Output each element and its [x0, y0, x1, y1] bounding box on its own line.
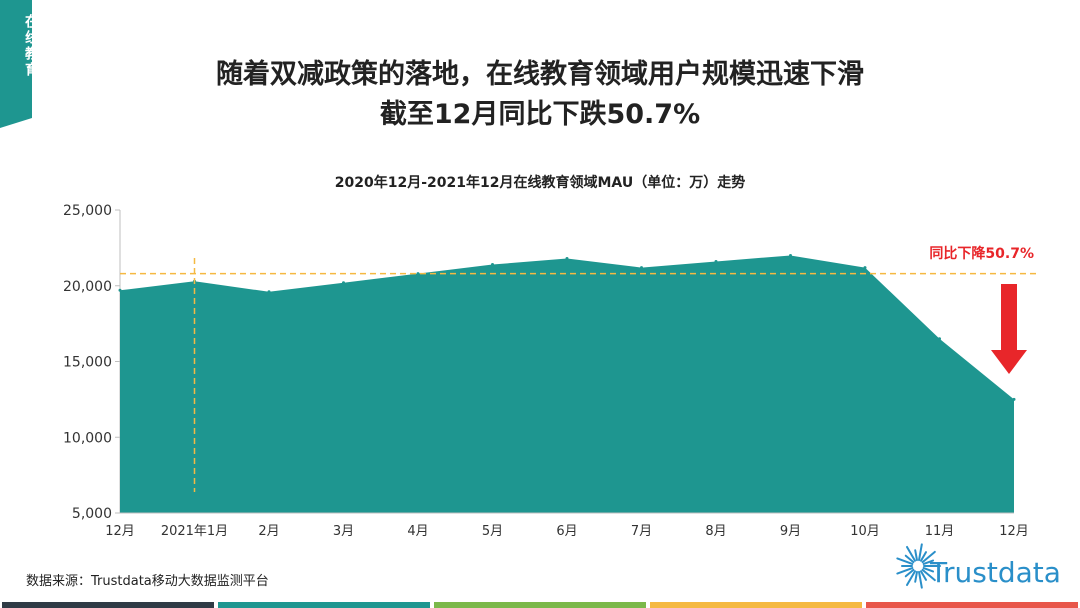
- reference-layer: [120, 258, 1040, 492]
- data-point: [416, 272, 420, 276]
- x-tick-label: 12月: [105, 524, 135, 539]
- logo-ray: [920, 570, 927, 581]
- bottom-bar-segment: [2, 602, 214, 608]
- x-tick-label: 5月: [482, 524, 503, 539]
- bottom-bar-segment: [218, 602, 430, 608]
- headline-line2: 截至12月同比下跌50.7%: [379, 99, 701, 130]
- bottom-bar-segment: [866, 602, 1078, 608]
- logo-ray: [922, 567, 935, 573]
- side-tab-label: 在线教育: [23, 14, 39, 78]
- logo-ray: [921, 568, 936, 582]
- data-source: 数据来源：Trustdata移动大数据监测平台: [26, 574, 269, 589]
- bottom-bar-segment: [434, 602, 646, 608]
- logo-ray: [918, 543, 923, 562]
- data-point: [491, 263, 494, 267]
- x-tick-label: 10月: [850, 524, 880, 539]
- trustdata-logo-text: Trustdata: [930, 556, 1061, 589]
- data-point: [789, 253, 792, 257]
- logo-ray: [906, 570, 916, 587]
- logo-ray: [921, 550, 936, 564]
- data-point: [565, 256, 569, 260]
- x-tick-label: 7月: [631, 524, 652, 539]
- bottom-bar-segment: [650, 602, 862, 608]
- data-point: [1012, 397, 1016, 401]
- logo-ray: [904, 554, 915, 564]
- logo-ray: [896, 557, 914, 565]
- x-tick-label: 2021年1月: [161, 524, 228, 539]
- x-tick-label: 11月: [925, 524, 955, 539]
- logo-ray: [906, 545, 916, 562]
- y-tick-label: 25,000: [63, 203, 112, 219]
- x-tick-label: 2月: [258, 524, 279, 539]
- side-tab: 在线教育: [0, 0, 39, 128]
- logo-ray: [896, 567, 914, 575]
- x-tick-label: 6月: [556, 524, 577, 539]
- x-axis: 12月 2021年1月 2月 3月 4月 5月 6月 7月 8月 9月 10月 11月 12月: [105, 512, 1029, 539]
- logo-ray: [922, 559, 935, 565]
- y-axis: 5,000 10,000 15,000 20,000 25,000: [63, 203, 121, 522]
- x-tick-label: 12月: [999, 524, 1029, 539]
- logo-ray: [914, 549, 918, 562]
- annotation-layer: 同比下降50.7%: [929, 245, 1034, 374]
- logo-ray: [918, 570, 923, 589]
- y-tick-label: 20,000: [63, 279, 112, 295]
- trustdata-logo-icon: [896, 543, 941, 589]
- mau-area: [120, 255, 1014, 513]
- x-tick-label: 4月: [407, 524, 428, 539]
- y-tick-label: 15,000: [63, 355, 112, 371]
- data-point: [938, 337, 941, 341]
- logo-ray: [904, 568, 915, 578]
- data-point: [714, 260, 718, 264]
- x-tick-label: 8月: [705, 524, 726, 539]
- data-point: [863, 266, 867, 270]
- area-layer: [118, 253, 1016, 513]
- headline-line1: 随着双减政策的落地，在线教育领域用户规模迅速下滑: [216, 59, 864, 90]
- logo-ray: [920, 551, 927, 562]
- logo-ray: [914, 570, 918, 583]
- chart-title: 2020年12月-2021年12月在线教育领域MAU（单位：万）走势: [334, 175, 746, 191]
- data-point: [267, 290, 271, 294]
- data-point: [640, 266, 643, 270]
- x-tick-label: 3月: [333, 524, 354, 539]
- data-point: [118, 288, 122, 292]
- x-tick-label: 9月: [780, 524, 801, 539]
- y-tick-label: 10,000: [63, 430, 112, 446]
- data-point: [342, 281, 345, 285]
- decline-annotation: 同比下降50.7%: [929, 245, 1034, 262]
- down-arrow-icon: [991, 284, 1027, 374]
- y-tick-label: 5,000: [72, 506, 112, 522]
